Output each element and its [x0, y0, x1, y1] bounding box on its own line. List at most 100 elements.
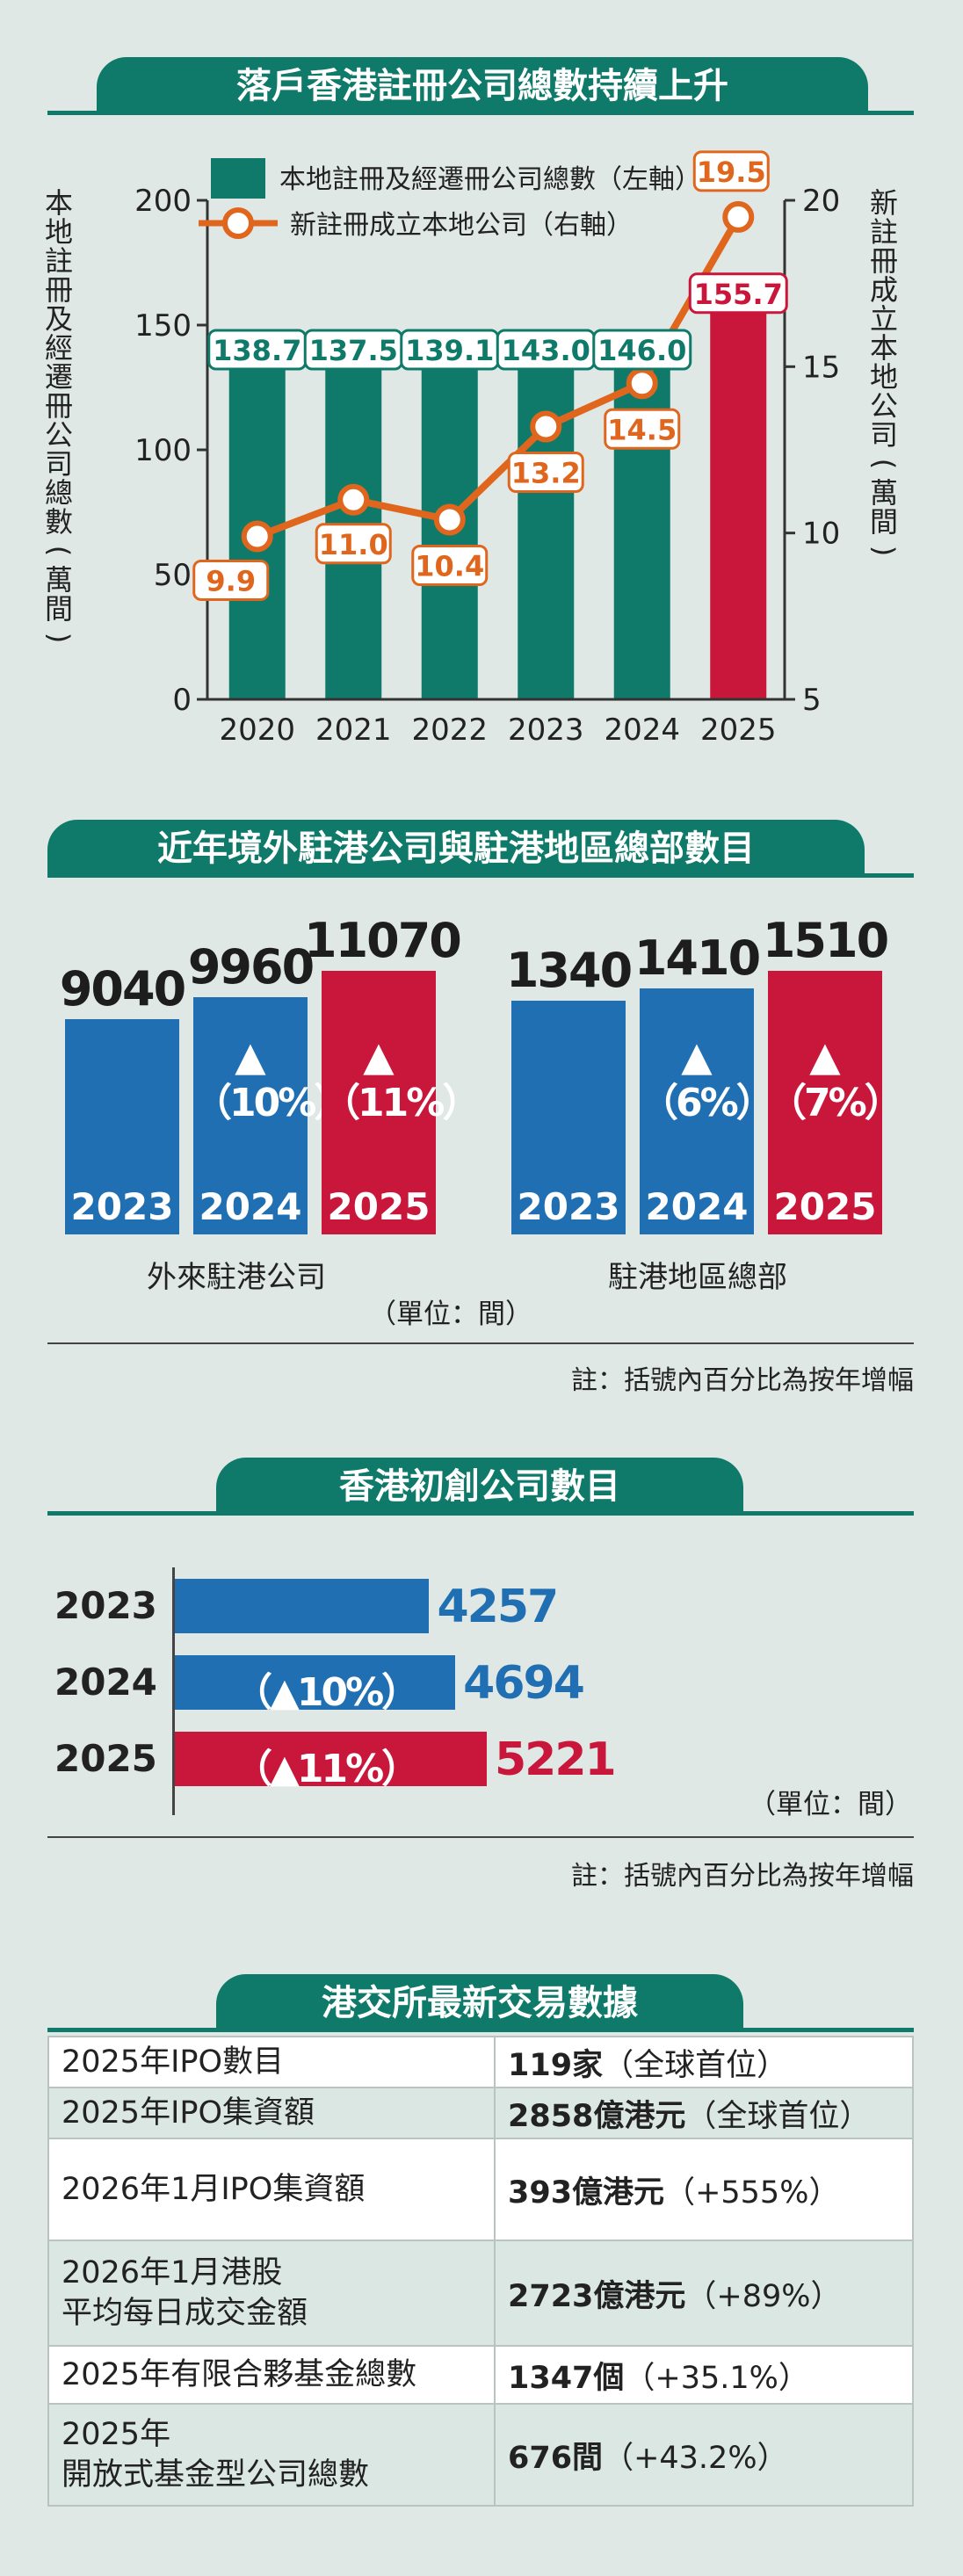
startup-year-label: 2025	[54, 1737, 157, 1780]
section2-note: 註：括號內百分比為按年增幅	[571, 1365, 914, 1396]
svg-text:成: 成	[870, 273, 898, 307]
svg-text:萬: 萬	[870, 476, 898, 510]
bar-value-label: 1410	[634, 930, 761, 986]
svg-text:萬: 萬	[45, 563, 73, 597]
line-value-label: 11.0	[315, 523, 392, 565]
x-tick-label: 2024	[604, 713, 680, 748]
svg-text:139.1: 139.1	[405, 334, 494, 367]
bar-value-label: 9960	[187, 939, 315, 995]
bar-value-label: 9040	[59, 961, 186, 1017]
section4-header: 港交所最新交易數據	[47, 1970, 914, 2032]
legend-line-label: 新註冊成立本地公司（右軸）	[290, 210, 633, 241]
x-tick-label: 2025	[700, 713, 777, 748]
table-row: 2025年IPO數目 119家（全球首位）	[47, 2036, 914, 2088]
svg-text:本: 本	[870, 331, 898, 365]
svg-text:(: (	[42, 546, 76, 556]
legend-bar-swatch	[211, 158, 265, 199]
x-tick-label: 2021	[315, 713, 392, 748]
bar-value-label: 11070	[304, 913, 462, 968]
line-value-label: 13.2	[507, 451, 584, 493]
svg-text:137.5: 137.5	[309, 334, 398, 367]
legend-bar-label: 本地註冊及經遷冊公司總數（左軸）	[279, 164, 701, 195]
section1-header: 落戶香港註冊公司總數持續上升	[47, 53, 914, 115]
startup-bar-2023	[175, 1579, 430, 1633]
startup-value-label: 5221	[495, 1733, 617, 1786]
section2-header: 近年境外駐港公司與駐港地區總部數目	[47, 815, 914, 878]
svg-text:間: 間	[870, 505, 898, 539]
bar-hq-2023	[511, 1000, 626, 1234]
svg-text:14.5: 14.5	[607, 413, 677, 446]
table-row: 2026年1月港股 平均每日成交金額 2723億港元（+89%）	[47, 2240, 914, 2347]
svg-text:及: 及	[45, 302, 73, 336]
bar-change-label: ▲ （11%）	[322, 1032, 481, 1125]
startup-change-label: （▲11%）	[234, 1747, 420, 1791]
table-row-value: 1347個（+35.1%）	[494, 2345, 914, 2405]
svg-text:地: 地	[870, 360, 898, 394]
svg-text:註: 註	[45, 244, 73, 278]
svg-text:10.4: 10.4	[415, 550, 484, 583]
table-row: 2026年1月IPO集資額 393億港元（+555%）	[47, 2138, 914, 2241]
left-axis-title: 本地註冊及經遷冊公司總數(萬間)	[42, 186, 76, 643]
svg-text:本: 本	[45, 186, 73, 220]
group2-label: 駐港地區總部	[608, 1260, 787, 1295]
bar-year-label: 2025	[773, 1185, 877, 1228]
svg-text:138.7: 138.7	[213, 334, 301, 367]
svg-text:11.0: 11.0	[319, 528, 388, 561]
startup-year-label: 2023	[54, 1584, 157, 1627]
bar-value-label: 143.0	[496, 329, 596, 371]
bar-change-label: ▲ （7%）	[768, 1032, 903, 1125]
bar-overseas-2023	[65, 1019, 179, 1234]
svg-text:): )	[867, 546, 901, 556]
right-tick-label: 15	[802, 350, 840, 385]
bar-year-label: 2023	[70, 1185, 174, 1228]
table-row-label: 2026年1月港股 平均每日成交金額	[47, 2240, 496, 2347]
svg-text:數: 數	[45, 505, 73, 539]
right-axis-title: 新註冊成立本地公司 (萬間)	[867, 186, 901, 556]
svg-text:新: 新	[870, 186, 898, 220]
startup-year-label: 2024	[54, 1661, 157, 1704]
bar-year-label: 2024	[645, 1185, 749, 1228]
line-point-2024	[626, 367, 658, 400]
section2-title: 近年境外駐港公司與駐港地區總部數目	[47, 820, 865, 878]
svg-text:遷: 遷	[45, 360, 73, 394]
startup-axis	[172, 1567, 175, 1815]
table-row-value: 2723億港元（+89%）	[494, 2240, 914, 2347]
line-value-label: 9.9	[192, 559, 270, 601]
bar-change-label: ▲ （6%）	[640, 1032, 775, 1125]
bar-2023	[518, 342, 575, 699]
table-row-label: 2026年1月IPO集資額	[47, 2138, 496, 2241]
section4-title: 港交所最新交易數據	[216, 1974, 743, 2032]
svg-text:冊: 冊	[45, 389, 73, 423]
bar-2025	[710, 310, 767, 699]
bar-value-label: 1340	[505, 942, 633, 998]
bar-change-label: ▲ （10%）	[193, 1032, 352, 1125]
svg-text:155.7: 155.7	[694, 278, 783, 311]
line-value-label: 14.5	[604, 408, 681, 450]
line-point-2025	[722, 200, 755, 233]
svg-text:(: (	[867, 459, 901, 469]
svg-text:): )	[42, 633, 76, 643]
table-row: 2025年 開放式基金型公司總數 676間（+43.2%）	[47, 2403, 914, 2507]
x-tick-label: 2023	[508, 713, 584, 748]
svg-text:立: 立	[870, 302, 898, 336]
table-row-label: 2025年有限合夥基金總數	[47, 2345, 496, 2405]
left-tick-label: 200	[134, 184, 192, 219]
bar-value-label: 146.0	[592, 329, 692, 371]
svg-text:司: 司	[45, 447, 73, 481]
left-tick-label: 100	[134, 433, 192, 468]
table-row-label: 2025年 開放式基金型公司總數	[47, 2403, 496, 2507]
section2-unit: （單位：間）	[369, 1299, 532, 1330]
svg-text:經: 經	[45, 331, 73, 365]
table-row-value: 393億港元（+555%）	[494, 2138, 914, 2241]
bar-overseas-2024	[193, 997, 308, 1234]
svg-text:公: 公	[870, 389, 898, 423]
bar-value-label: 137.5	[303, 329, 403, 371]
bar-value-label: 138.7	[207, 329, 308, 371]
svg-text:143.0: 143.0	[502, 334, 590, 367]
svg-text:公: 公	[45, 418, 73, 452]
right-tick-label: 10	[802, 517, 840, 552]
svg-text:13.2: 13.2	[511, 456, 581, 489]
startup-value-label: 4694	[463, 1657, 585, 1710]
bar-year-label: 2025	[327, 1185, 431, 1228]
